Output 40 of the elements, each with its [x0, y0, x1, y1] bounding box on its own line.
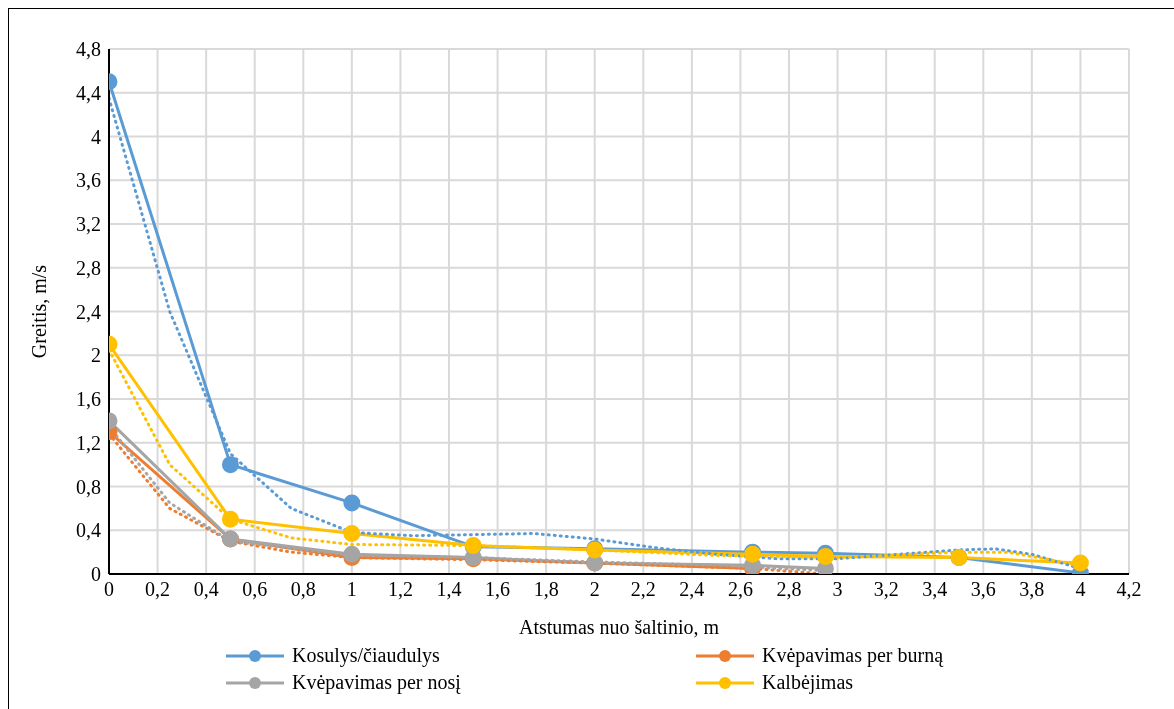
legend-label: Kvėpavimas per burną	[762, 644, 944, 667]
x-tick-label: 0,8	[290, 578, 316, 601]
x-axis-title: Atstumas nuo šaltinio, m	[519, 616, 720, 638]
y-tick-label: 3,2	[76, 213, 101, 236]
y-tick-label: 1,2	[76, 431, 101, 454]
x-tick-label: 3	[832, 578, 843, 601]
x-tick-label: 1,4	[436, 578, 462, 601]
x-tick-label: 4,2	[1116, 578, 1142, 601]
y-tick-label: 0,8	[76, 475, 101, 498]
x-tick-label: 2,6	[727, 578, 753, 601]
x-tick-label: 2	[589, 578, 600, 601]
y-tick-label: 1,6	[76, 388, 101, 411]
y-axis-title: Greitis, m/s	[28, 264, 51, 359]
x-tick-label: 4	[1075, 578, 1086, 601]
x-tick-label: 3,4	[922, 578, 948, 601]
y-tick-label: 2,8	[76, 256, 101, 279]
x-tick-label: 1	[346, 578, 357, 601]
x-tick-label: 1,2	[387, 578, 413, 601]
x-tick-label: 0,2	[145, 578, 171, 601]
y-tick-label: 2	[91, 344, 101, 367]
legend-label: Kosulys/čiaudulys	[292, 644, 440, 667]
y-tick-label: 2,4	[76, 300, 101, 323]
legend-label: Kvėpavimas per nosį	[292, 671, 461, 694]
x-tick-label: 2,4	[679, 578, 705, 601]
y-tick-label: 4,8	[76, 38, 101, 61]
y-tick-label: 3,6	[76, 169, 101, 192]
y-tick-label: 4,4	[76, 81, 101, 104]
x-tick-label: 0,4	[193, 578, 219, 601]
x-tick-label: 3,6	[970, 578, 996, 601]
legend-label: Kalbėjimas	[762, 671, 854, 694]
x-tick-label: 3,2	[873, 578, 899, 601]
x-tick-label: 3,8	[1019, 578, 1045, 601]
x-tick-label: 2,8	[776, 578, 802, 601]
x-tick-label: 0,6	[242, 578, 268, 601]
x-tick-label: 1,8	[533, 578, 559, 601]
y-tick-label: 4	[91, 125, 101, 148]
y-tick-label: 0	[91, 563, 101, 586]
x-tick-label: 1,6	[485, 578, 511, 601]
y-tick-label: 0,4	[76, 519, 101, 542]
x-tick-label: 2,2	[630, 578, 656, 601]
